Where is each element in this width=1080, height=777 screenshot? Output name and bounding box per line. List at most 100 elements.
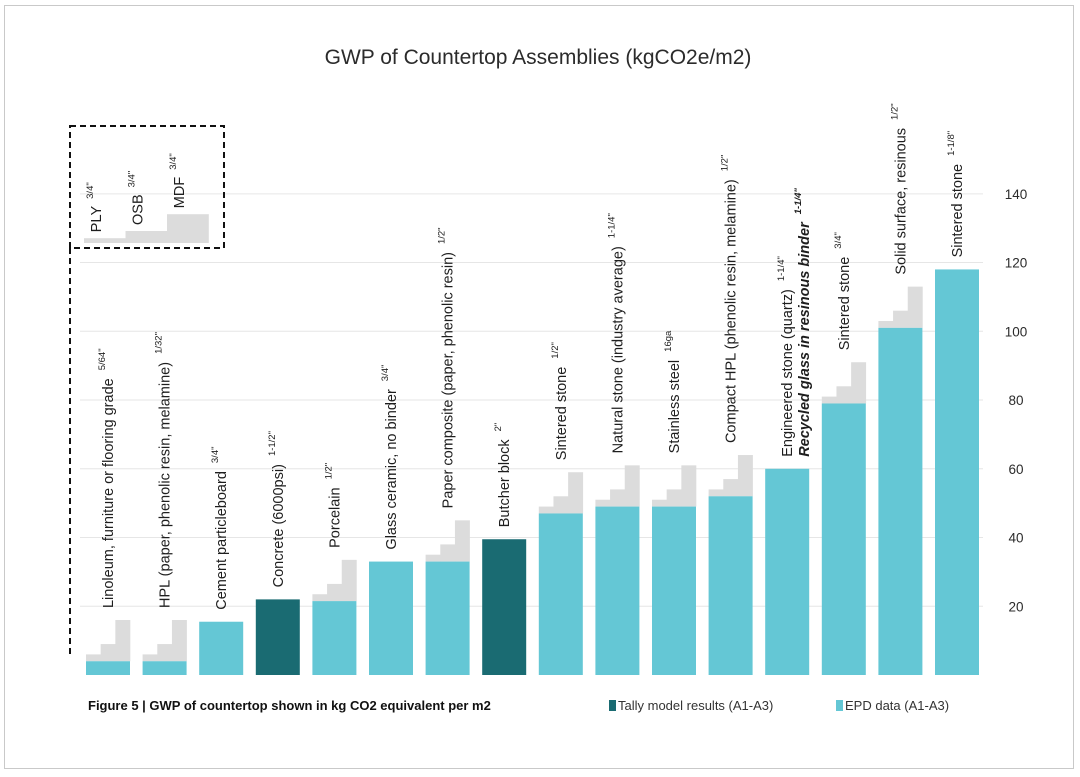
bar [255,599,300,675]
y-tick-label: 120 [1005,256,1028,271]
category-label: Sintered stone3/4" [833,232,853,350]
bar [878,327,923,675]
substrate-increment-0 [86,654,101,662]
substrate-increment-0 [878,320,894,328]
substrate-increment-2 [624,465,640,507]
substrate-increment-2 [851,362,867,404]
bar-group: Sintered stone1/2" [538,342,584,675]
bar [369,561,413,675]
bar-group: Sintered stone3/4" [821,232,867,675]
substrate-increment-2 [737,455,753,497]
bar [312,601,357,675]
category-label: HPL (paper, phenolic resin, melamine)1/3… [154,332,174,608]
substrate-increment-2 [454,520,470,562]
y-tick-label: 40 [1008,531,1023,546]
bar-group: Engineered stone (quartz)1-1/4" Recycled … [765,188,813,675]
bar [708,496,753,675]
legend-label-epd: EPD data (A1-A3) [845,698,949,713]
bar [765,468,810,675]
y-axis: 20 40 60 80 100 120 140 [1005,187,1028,614]
bar-group: Paper composite (paper, phenolic resin)1… [425,227,470,675]
bar-group: Solid surface, resinous1/2" [878,103,923,675]
bar [86,661,130,675]
inset-substrate-bar [84,238,126,243]
substrate-increment-2 [341,559,357,602]
substrate-increment-2 [907,286,923,328]
bar [425,561,470,675]
figure-caption: Figure 5 | GWP of countertop shown in kg… [88,698,491,713]
bar-group: Stainless steel16ga [652,330,697,675]
chart-title: GWP of Countertop Assemblies (kgCO2e/m2) [325,46,752,69]
legend: Figure 5 | GWP of countertop shown in kg… [88,698,949,713]
thickness-label: 16ga [663,330,674,352]
inset-substrate-bar [125,231,168,243]
bar-group: HPL (paper, phenolic resin, melamine)1/3… [142,332,187,675]
bar-group: Linoleum, furniture or flooring grade5/6… [86,348,131,675]
substrate-increment-0 [538,506,554,514]
substrate-increment-0 [708,489,724,497]
substrate-increment-0 [425,554,441,562]
category-label-alt: Recycled glass in resinous binder1-1/4" [793,188,813,457]
inset-substrate-label: OSB3/4" [127,171,147,225]
y-tick-label: 20 [1008,599,1023,614]
substrate-increment-1 [157,644,173,662]
substrate-increment-0 [312,594,328,602]
bar-group: Butcher block2" [482,423,527,675]
substrate-increment-1 [553,496,569,514]
thickness-label: 1/2" [437,227,448,244]
thickness-label: 5/64" [97,348,108,370]
category-label: Stainless steel16ga [663,330,683,453]
substrate-increment-2 [681,465,697,507]
bar-group: Sintered stone1-1/8" [935,131,979,675]
category-label: Sintered stone1/2" [550,342,570,460]
thickness-label-alt: 1-1/4" [793,188,804,215]
substrate-increment-1 [723,479,739,497]
thickness-label: 1/32" [154,332,165,354]
bar-group: Natural stone (industry average)1-1/4" [595,213,640,675]
substrate-increment-0 [821,396,837,404]
bar-group: Glass ceramic, no binder3/4" [369,365,413,675]
substrate-increment-2 [568,472,584,514]
substrate-increment-1 [666,489,682,507]
legend-label-tally: Tally model results (A1-A3) [618,698,773,713]
substrate-increment-1 [610,489,626,507]
substrate-increment-0 [595,499,611,507]
thickness-label: 2" [493,423,504,432]
inset-thickness-label: 3/4" [85,182,96,199]
substrate-increment-0 [652,499,667,507]
bar-group: Porcelain1/2" [312,463,357,675]
inset-box [69,125,225,249]
substrate-increment-1 [327,583,343,602]
bar [199,621,244,675]
bar [821,403,866,675]
substrate-increment-1 [440,544,456,562]
bar-group: Cement particleboard3/4" [199,446,244,675]
substrate-increment-1 [893,310,909,328]
thickness-label: 1/2" [720,155,731,172]
category-label: Glass ceramic, no binder3/4" [380,365,400,550]
category-label: Compact HPL (phenolic resin, melamine)1/… [720,155,740,443]
legend-swatch-tally [609,700,616,711]
category-label: Linoleum, furniture or flooring grade5/6… [97,348,117,608]
substrate-increment-1 [836,386,852,404]
thickness-label: 1-1/4" [606,213,617,238]
bar [595,506,640,675]
bars: Linoleum, furniture or flooring grade5/6… [86,103,979,675]
category-label: Natural stone (industry average)1-1/4" [606,213,626,453]
substrate-inset: PLY3/4" OSB3/4" MDF3/4" [69,125,225,657]
bar [652,506,696,675]
bar [538,513,583,675]
inset-substrate-label: PLY3/4" [85,182,105,232]
thickness-label: 3/4" [210,446,221,463]
substrate-increment-2 [115,620,131,662]
substrate-increment-1 [100,644,116,662]
bar [482,539,527,675]
category-label: Paper composite (paper, phenolic resin)1… [437,227,457,508]
bar-group: Compact HPL (phenolic resin, melamine)1/… [708,155,753,675]
thickness-label: 1-1/8" [946,131,957,156]
thickness-label: 1-1/4" [776,256,787,281]
thickness-label: 3/4" [380,365,391,382]
inset-thickness-label: 3/4" [168,153,179,170]
y-tick-label: 140 [1005,187,1028,202]
